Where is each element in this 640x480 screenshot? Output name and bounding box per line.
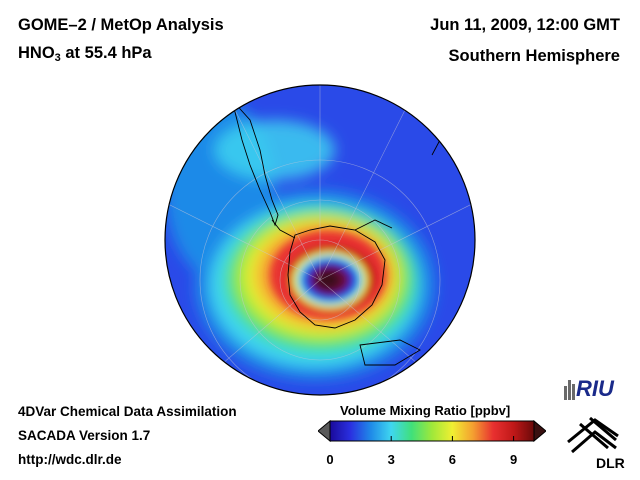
colorbar-arrow-left bbox=[318, 420, 331, 442]
coastlines bbox=[231, 99, 441, 366]
riu-logo: RIU bbox=[564, 376, 615, 401]
dlr-logo: DLR bbox=[567, 416, 625, 471]
colorbar-arrow-right bbox=[533, 420, 546, 442]
footer-url: http://wdc.dlr.de bbox=[18, 452, 122, 467]
polar-map bbox=[164, 84, 476, 396]
colorbar-tick-label: 9 bbox=[509, 452, 518, 467]
species-subscript: 3 bbox=[54, 52, 61, 64]
riu-logo-text: RIU bbox=[576, 376, 615, 401]
dlr-logo-text: DLR bbox=[596, 455, 625, 471]
date-time: Jun 11, 2009, 12:00 GMT bbox=[430, 16, 620, 34]
globe-outline bbox=[164, 84, 476, 396]
colorbar-tick-label: 0 bbox=[326, 452, 334, 467]
colorbar-title: Volume Mixing Ratio [ppbv] bbox=[340, 403, 511, 418]
colorbar-tick-label: 6 bbox=[448, 452, 456, 467]
hemisphere-label: Southern Hemisphere bbox=[448, 47, 620, 65]
colorbar-gradient bbox=[329, 420, 535, 442]
title-species: HNO3 at 55.4 hPa bbox=[18, 44, 152, 64]
polar-vortex-ring bbox=[270, 231, 386, 319]
species-pressure: at 55.4 hPa bbox=[60, 44, 152, 62]
footer-line-1: 4DVar Chemical Data Assimilation bbox=[18, 404, 237, 419]
footer-line-2: SACADA Version 1.7 bbox=[18, 428, 151, 443]
species-main: HNO bbox=[18, 44, 55, 62]
colorbar bbox=[318, 420, 546, 442]
colorbar-tick-label: 3 bbox=[387, 452, 395, 467]
title-line-1: GOME–2 / MetOp Analysis bbox=[18, 16, 224, 34]
